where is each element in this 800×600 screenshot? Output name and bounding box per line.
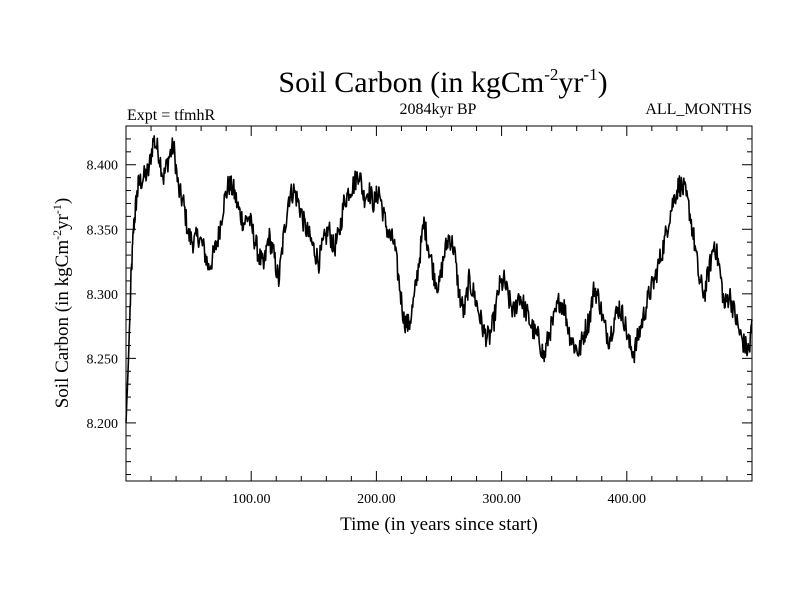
months-label: ALL_MONTHS [645,101,752,118]
y-tick-label: 8.250 [87,352,119,367]
period-label: 2084kyr BP [400,101,477,118]
y-axis-ticks [126,126,752,475]
x-tick-label: 300.00 [482,492,521,507]
x-axis-ticks [151,126,727,481]
chart-title: Soil Carbon (in kgCm-2yr-1) [278,65,607,99]
plot-frame [126,126,752,481]
series-group [126,136,752,423]
x-axis-label: Time (in years since start) [340,514,538,535]
series-line-soil-carbon [126,136,752,423]
y-axis-tick-labels: 8.200 8.250 8.300 8.350 8.400 [87,159,119,432]
experiment-label: Expt = tfmhR [127,107,215,124]
y-tick-label: 8.200 [87,417,119,432]
y-tick-label: 8.350 [87,223,119,238]
x-tick-label: 400.00 [608,492,647,507]
x-tick-label: 100.00 [232,492,271,507]
y-tick-label: 8.400 [87,159,119,174]
x-axis-tick-labels: 100.00 200.00 300.00 400.00 [232,492,646,507]
y-tick-label: 8.300 [87,288,119,303]
soil-carbon-chart: Soil Carbon (in kgCm-2yr-1) Expt = tfmhR… [0,0,800,600]
x-tick-label: 200.00 [357,492,396,507]
y-axis-label: Soil Carbon (in kgCm-2yr-1) [50,198,73,409]
